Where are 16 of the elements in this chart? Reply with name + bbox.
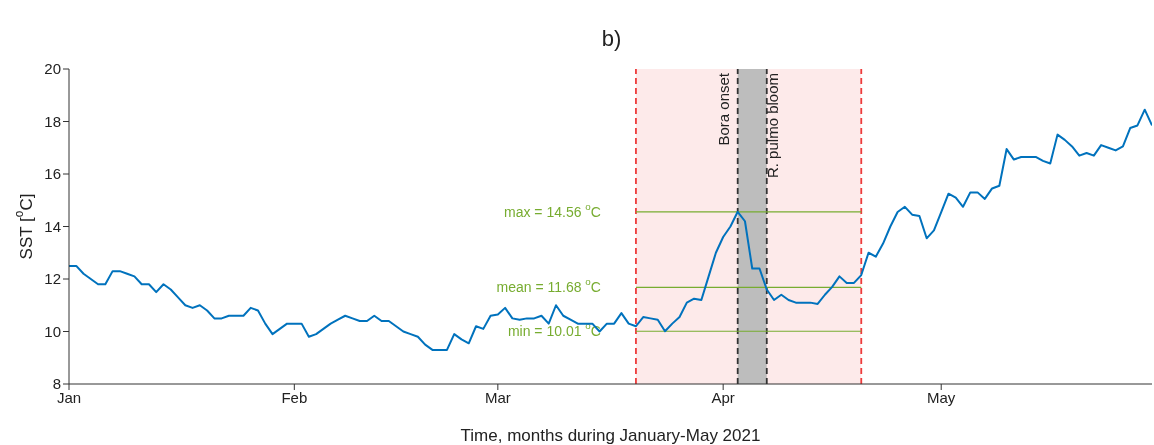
x-tick-label: May xyxy=(927,388,956,406)
x-tick-label: Mar xyxy=(484,388,511,406)
y-tick-label: 16 xyxy=(44,165,61,183)
x-tick-label: Apr xyxy=(711,388,735,406)
ref-line-label: mean = 11.68 $^{o}$C xyxy=(496,276,601,296)
y-tick-label: 12 xyxy=(44,270,61,288)
y-tick-label: 14 xyxy=(44,217,61,235)
ref-line-label: Bora onset xyxy=(714,72,732,146)
ref-line-label: max = 14.56 $^{o}$C xyxy=(504,200,601,220)
x-tick-label: Feb xyxy=(281,388,308,406)
ref-line-label: R. pulmo bloom xyxy=(763,73,781,179)
x-axis-title: Time, months during January-May 2021 xyxy=(460,426,761,445)
y-tick-label: 20 xyxy=(44,60,61,78)
y-tick-label: 10 xyxy=(44,322,61,340)
y-tick-label: 18 xyxy=(44,112,61,130)
chart-title: b) xyxy=(600,26,623,52)
